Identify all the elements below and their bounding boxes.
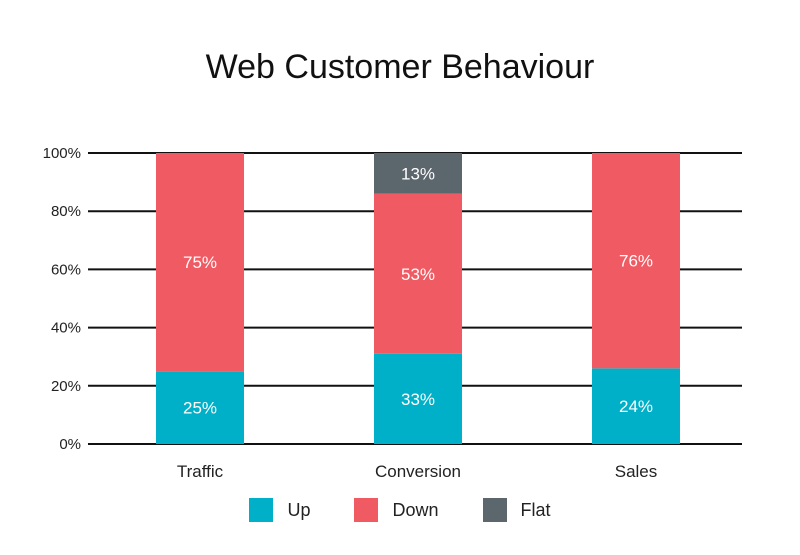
legend-swatch	[249, 498, 274, 522]
y-tick-label: 100%	[43, 145, 81, 162]
bar-segment-up	[592, 368, 680, 444]
legend-swatch	[482, 498, 507, 522]
bar-value-label: 76%	[619, 252, 653, 271]
bar-value-label: 25%	[183, 399, 217, 418]
legend-label: Down	[392, 499, 439, 520]
y-tick-label: 20%	[51, 378, 81, 395]
legend-label: Flat	[520, 499, 551, 520]
y-tick-label: 40%	[51, 320, 81, 337]
y-tick-label: 0%	[59, 436, 81, 453]
bar-segment-down	[156, 153, 244, 372]
chart-title: Web Customer Behaviour	[205, 48, 595, 86]
chart-legend: Up Down Flat	[0, 498, 800, 522]
x-category-label: Conversion	[375, 462, 461, 481]
y-tick-label: 60%	[51, 261, 81, 278]
bar-value-label: 13%	[401, 164, 435, 183]
legend-item: Flat	[482, 498, 551, 522]
bar-value-label: 75%	[183, 253, 217, 272]
x-category-label: Sales	[615, 462, 658, 481]
legend-item: Up	[249, 498, 310, 522]
bar-segment-down	[592, 153, 680, 369]
bar-value-label: 24%	[619, 397, 653, 416]
bar-segment-up	[374, 353, 462, 444]
legend-label: Up	[287, 499, 311, 520]
bar-segment-up	[156, 371, 244, 444]
x-category-label: Traffic	[177, 462, 224, 481]
legend-item: Down	[354, 498, 439, 522]
bar-segment-flat	[374, 153, 462, 194]
y-tick-label: 80%	[51, 203, 81, 220]
bar-segment-down	[374, 193, 462, 354]
bar-value-label: 53%	[401, 265, 435, 284]
bar-value-label: 33%	[401, 390, 435, 409]
legend-swatch	[354, 498, 379, 522]
